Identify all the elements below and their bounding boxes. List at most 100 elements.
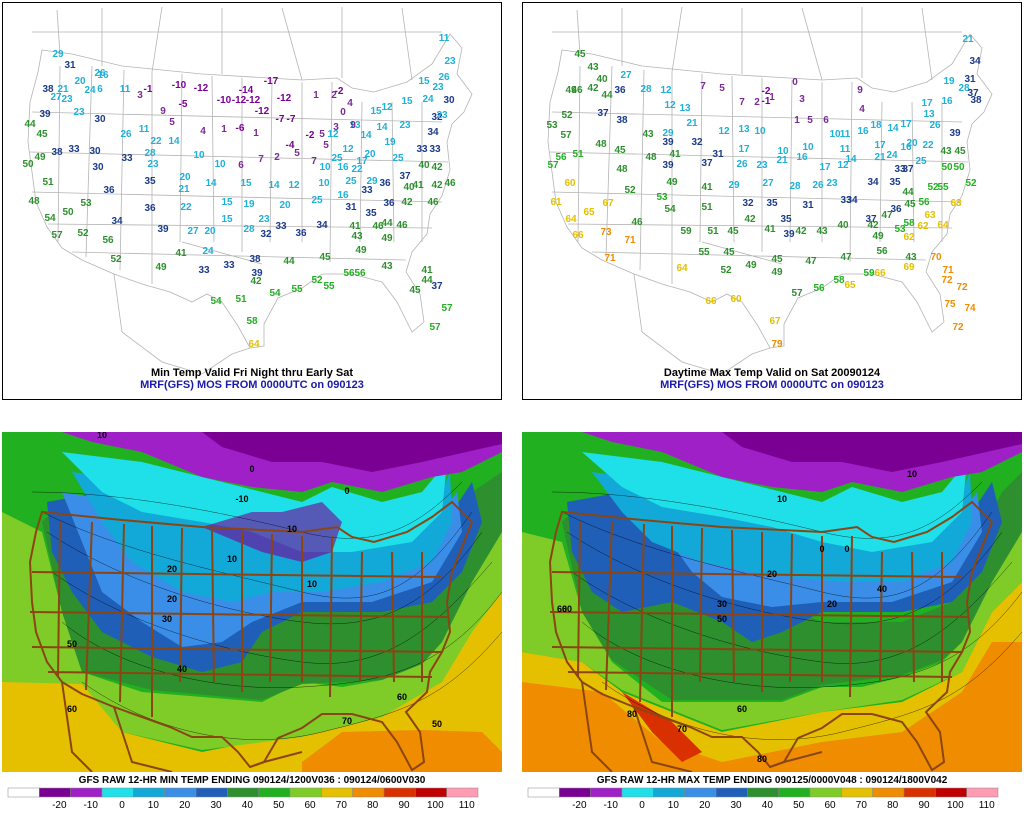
scale-tick-label: 100: [947, 800, 964, 811]
state-lines: [29, 521, 449, 717]
station-value: 51: [572, 149, 584, 160]
scale-swatch: [258, 787, 291, 798]
color-scale: -20 -10 0 10 20 30 40 50 60 70 80 90 100 110: [7, 787, 479, 811]
panel-caption: GFS RAW 12-HR MIN TEMP ENDING 090124/120…: [79, 775, 426, 786]
station-value: 26: [120, 129, 132, 140]
station-value: 45: [319, 252, 331, 263]
station-value: 12: [664, 100, 676, 111]
station-value: 33: [894, 164, 906, 175]
station-value: 17: [874, 140, 886, 151]
scale-swatch: [653, 787, 685, 798]
station-value: 10: [777, 146, 789, 157]
scale-tick-label: 90: [918, 800, 930, 811]
station-value: 21: [178, 184, 190, 195]
station-value: 62: [917, 221, 929, 232]
station-value: 36: [295, 228, 307, 239]
station-value: 27: [50, 92, 62, 103]
station-value: 23: [756, 160, 768, 171]
station-value: 62: [903, 232, 915, 243]
station-value: 23: [61, 94, 73, 105]
us-outline: [548, 500, 994, 772]
station-value: 17: [356, 156, 368, 167]
station-value: 46: [427, 197, 439, 208]
station-value: 10: [829, 129, 841, 140]
panel-border: [2, 2, 502, 400]
station-value: -12: [232, 95, 247, 106]
station-value: 54: [44, 213, 56, 224]
station-value: 51: [235, 294, 247, 305]
scale-tick-label: -20: [52, 800, 67, 811]
station-value: 2: [754, 97, 760, 108]
station-value: 31: [964, 74, 976, 85]
station-value: 57: [441, 303, 453, 314]
station-value: 69: [903, 262, 915, 273]
station-value: 37: [597, 108, 609, 119]
scale-tick-label: 80: [367, 800, 379, 811]
station-value: 16: [941, 96, 953, 107]
contour-label: 60: [737, 704, 747, 714]
mexico-outline: [581, 681, 823, 773]
contour-labels: 10 0 -10 10 10 20 20 10 30 40 50 60 70 60 50 0: [67, 432, 442, 729]
station-value: 52: [561, 110, 573, 121]
scale-swatch: [289, 787, 322, 798]
contour-label: 0: [249, 464, 254, 474]
station-value: 28: [144, 148, 156, 159]
panel-title: Daytime Max Temp Valid on Sat 20090124: [664, 367, 881, 379]
station-value: 57: [560, 130, 572, 141]
state-lines: [549, 65, 969, 284]
station-value: 33: [121, 153, 133, 164]
canada-lines: [552, 6, 962, 81]
scale-swatch: [7, 787, 40, 798]
scale-swatch: [715, 787, 748, 798]
scale-tick-label: 20: [179, 800, 191, 811]
station-value: 38: [970, 95, 982, 106]
contour-label: 10: [287, 524, 297, 534]
scale-swatch: [321, 787, 353, 798]
station-value: 44: [902, 187, 914, 198]
station-value: 53: [80, 198, 92, 209]
station-value: 38: [51, 147, 63, 158]
station-value: 56: [876, 246, 888, 257]
station-value: 21: [874, 152, 886, 163]
station-value: 20: [74, 76, 86, 87]
state-lines: [29, 65, 449, 284]
station-value: -2: [335, 86, 344, 97]
scale-swatch: [101, 787, 134, 798]
station-value: 46: [444, 178, 456, 189]
station-value: 31: [712, 149, 724, 160]
station-value: 57: [791, 288, 803, 299]
station-value: -10: [217, 95, 232, 106]
station-value: 54: [210, 296, 222, 307]
station-value: 35: [365, 208, 377, 219]
panel-subtitle: MRF(GFS) MOS FROM 0000UTC on 090123: [140, 379, 364, 391]
contour-label: 70: [342, 716, 352, 726]
canada-lines: [32, 6, 442, 81]
contour-label: 0: [819, 544, 824, 554]
station-value: 19: [943, 76, 955, 87]
mexico-outline: [61, 681, 303, 773]
contour-label: 80: [757, 754, 767, 764]
station-value: -12: [255, 106, 270, 117]
station-value: 45: [36, 129, 48, 140]
station-value: 45: [904, 199, 916, 210]
station-value: 37: [902, 164, 914, 175]
station-value: 35: [780, 214, 792, 225]
station-value: 52: [110, 254, 122, 265]
station-value: 14: [887, 123, 899, 134]
station-value: 13: [349, 120, 361, 131]
station-value: -7: [287, 114, 296, 125]
station-value: 45: [954, 146, 966, 157]
station-value: 25: [392, 153, 404, 164]
station-value: 33: [416, 144, 428, 155]
station-value: 24: [202, 246, 214, 257]
station-value: -1: [144, 84, 153, 95]
station-value: 58: [903, 218, 915, 229]
station-value: 42: [867, 220, 879, 231]
station-value: 56: [918, 197, 930, 208]
station-value: 12: [718, 126, 730, 137]
station-value: 42: [795, 226, 807, 237]
station-value: 16: [857, 126, 869, 137]
station-value: 29: [728, 180, 740, 191]
scale-swatch: [415, 787, 447, 798]
station-value: 11: [840, 144, 851, 155]
